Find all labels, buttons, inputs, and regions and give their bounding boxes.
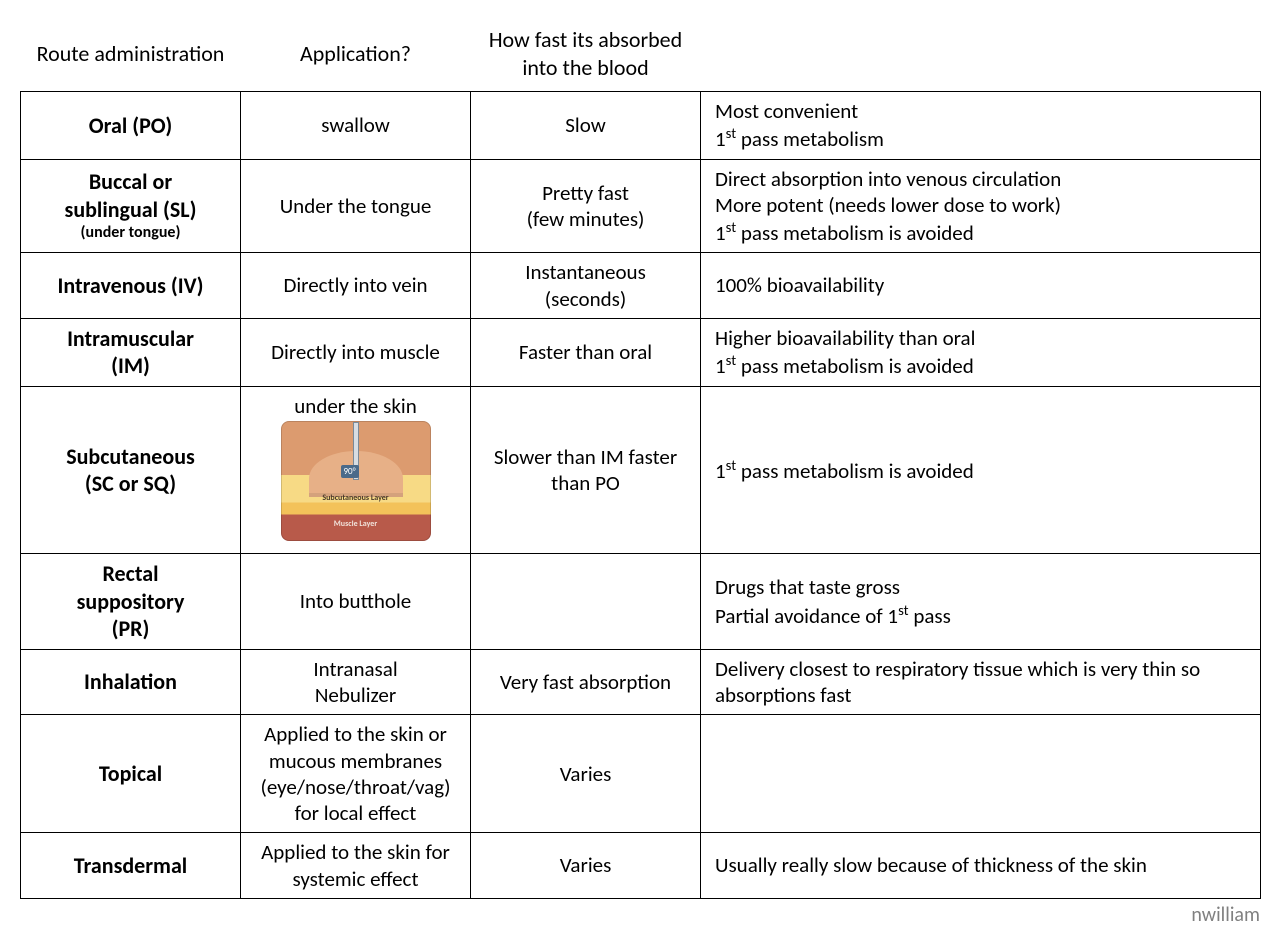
cell-application: Directly into muscle [241, 318, 471, 386]
layer-label-muscle: Muscle Layer [281, 519, 431, 529]
routes-table: Route administration Application? How fa… [20, 20, 1261, 899]
cell-application: IntranasalNebulizer [241, 649, 471, 715]
cell-speed: Slow [471, 92, 701, 160]
table-row: TopicalApplied to the skin or mucous mem… [21, 715, 1261, 833]
table-row: TransdermalApplied to the skin for syste… [21, 833, 1261, 899]
cell-application: under the skin 90° Subcutaneous Layer Muscl… [241, 386, 471, 554]
header-application: Application? [241, 20, 471, 92]
cell-notes: Higher bioavailability than oral1st pass… [701, 318, 1261, 386]
cell-route: Inhalation [21, 649, 241, 715]
cell-route: Intravenous (IV) [21, 253, 241, 319]
cell-notes: Delivery closest to respiratory tissue w… [701, 649, 1261, 715]
cell-notes: Direct absorption into venous circulatio… [701, 159, 1261, 253]
cell-notes: Most convenient1st pass metabolism [701, 92, 1261, 160]
subcutaneous-diagram: 90° Subcutaneous Layer Muscle Layer [281, 421, 431, 541]
table-header: Route administration Application? How fa… [21, 20, 1261, 92]
cell-route: Subcutaneous(SC or SQ) [21, 386, 241, 554]
cell-application: Under the tongue [241, 159, 471, 253]
cell-route: Topical [21, 715, 241, 833]
table-row: Subcutaneous(SC or SQ) under the skin 90° S… [21, 386, 1261, 554]
cell-notes: Drugs that taste grossPartial avoidance … [701, 554, 1261, 650]
table-row: Intramuscular(IM)Directly into muscleFas… [21, 318, 1261, 386]
cell-speed: Varies [471, 715, 701, 833]
cell-notes: 100% bioavailability [701, 253, 1261, 319]
cell-speed: Slower than IM faster than PO [471, 386, 701, 554]
cell-speed: Faster than oral [471, 318, 701, 386]
cell-speed: Pretty fast(few minutes) [471, 159, 701, 253]
header-notes [701, 20, 1261, 92]
table-row: InhalationIntranasalNebulizerVery fast a… [21, 649, 1261, 715]
cell-notes [701, 715, 1261, 833]
sc-caption: under the skin [281, 393, 431, 419]
cell-notes: Usually really slow because of thickness… [701, 833, 1261, 899]
table-row: Intravenous (IV)Directly into veinInstan… [21, 253, 1261, 319]
cell-route: Rectalsuppository(PR) [21, 554, 241, 650]
credit-text: nwilliam [20, 903, 1260, 927]
layer-label-subcutaneous: Subcutaneous Layer [281, 493, 431, 503]
table-body: Oral (PO)swallowSlowMost convenient1st p… [21, 92, 1261, 899]
cell-speed: Very fast absorption [471, 649, 701, 715]
cell-application: Applied to the skin or mucous membranes … [241, 715, 471, 833]
cell-speed: Instantaneous(seconds) [471, 253, 701, 319]
cell-speed [471, 554, 701, 650]
cell-route: Intramuscular(IM) [21, 318, 241, 386]
table-row: Buccal orsublingual (SL)(under tongue)Un… [21, 159, 1261, 253]
table-row: Oral (PO)swallowSlowMost convenient1st p… [21, 92, 1261, 160]
cell-application: Directly into vein [241, 253, 471, 319]
cell-route: Oral (PO) [21, 92, 241, 160]
cell-route: Buccal orsublingual (SL)(under tongue) [21, 159, 241, 253]
cell-application: swallow [241, 92, 471, 160]
header-speed: How fast its absorbed into the blood [471, 20, 701, 92]
cell-application: Into butthole [241, 554, 471, 650]
cell-speed: Varies [471, 833, 701, 899]
table-row: Rectalsuppository(PR)Into butthole Drugs … [21, 554, 1261, 650]
cell-application: Applied to the skin for systemic effect [241, 833, 471, 899]
header-route: Route administration [21, 20, 241, 92]
cell-route: Transdermal [21, 833, 241, 899]
cell-notes: 1st pass metabolism is avoided [701, 386, 1261, 554]
angle-label: 90° [341, 465, 359, 478]
